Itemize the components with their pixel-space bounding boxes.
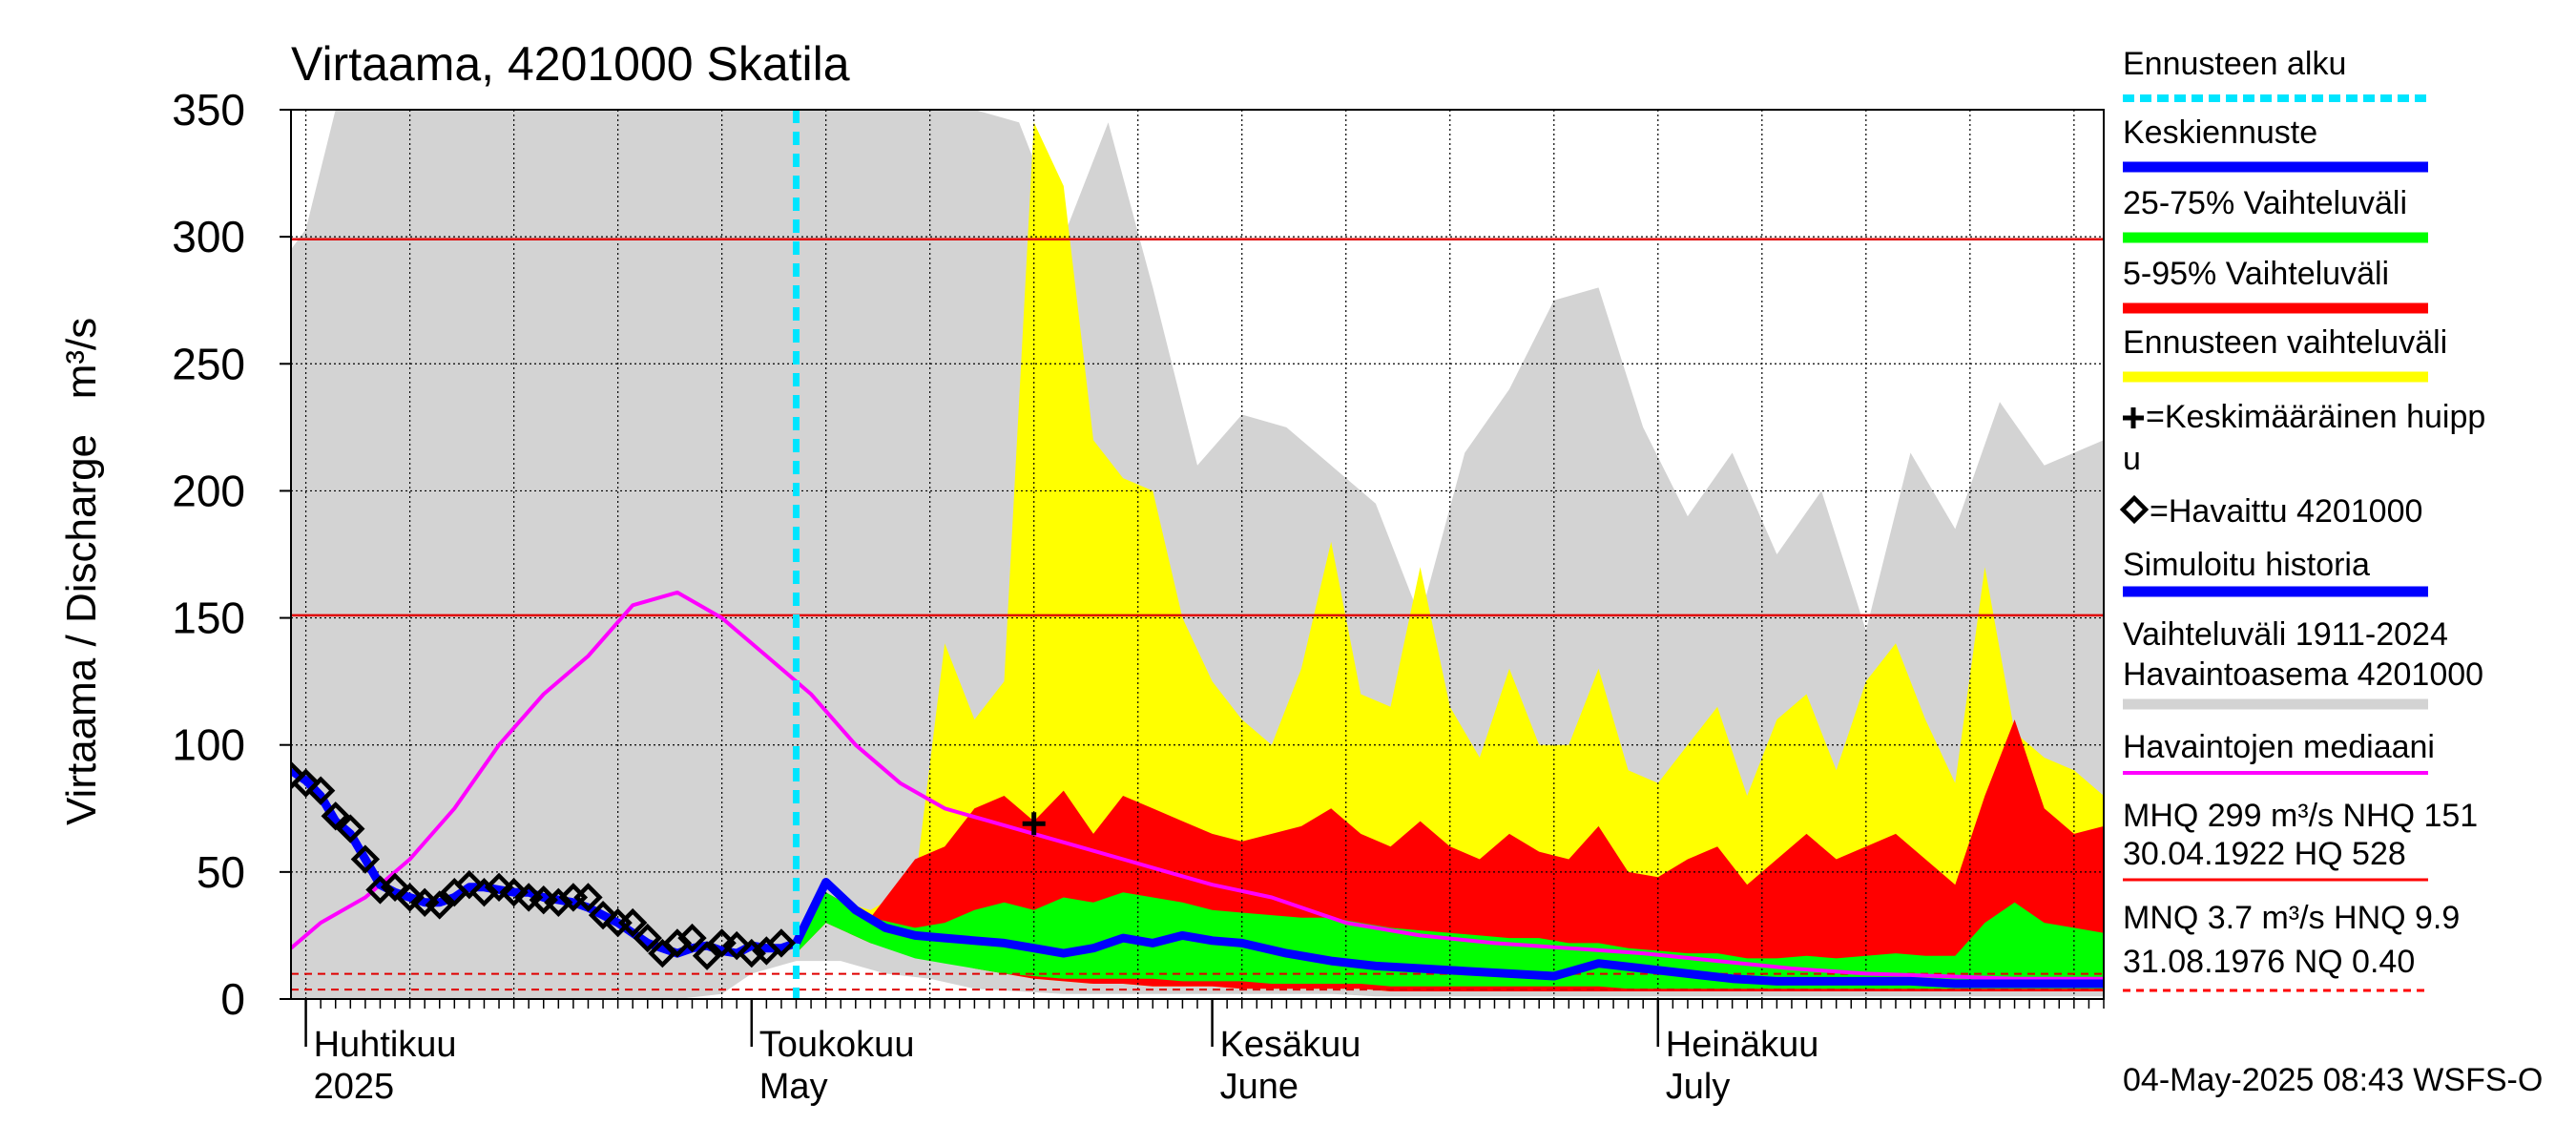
y-tick-label: 50 xyxy=(197,847,245,897)
legend-stats: MHQ 299 m³/s NHQ 151 xyxy=(2123,798,2478,834)
legend-stats: MNQ 3.7 m³/s HNQ 9.9 xyxy=(2123,900,2460,936)
legend-label: =Keskimääräinen huipp xyxy=(2146,399,2485,435)
observed-point xyxy=(321,802,350,831)
observed-point xyxy=(395,883,425,912)
observed-point xyxy=(484,872,514,903)
observed-point xyxy=(766,928,797,958)
y-tick-label: 250 xyxy=(172,339,245,388)
legend-label: 5-95% Vaihteluväli xyxy=(2123,256,2389,292)
observed-point xyxy=(677,923,707,953)
month-label-fi: Heinäkuu xyxy=(1666,1025,1819,1065)
chart-title: Virtaama, 4201000 Skatila xyxy=(291,37,850,91)
month-label-fi: Huhtikuu xyxy=(314,1025,457,1065)
legend-label: Keskiennuste xyxy=(2123,114,2317,151)
month-label-en: May xyxy=(759,1067,828,1107)
footer-timestamp: 04-May-2025 08:43 WSFS-O xyxy=(2123,1062,2543,1098)
band-ennusteen-vaihteluv-li xyxy=(796,122,2104,992)
observed-point xyxy=(633,923,662,953)
observed-point xyxy=(588,900,618,930)
observed-point xyxy=(291,760,306,790)
observed-point xyxy=(336,814,365,843)
legend-label: Ennusteen vaihteluväli xyxy=(2123,324,2447,361)
y-tick-label: 200 xyxy=(172,466,245,515)
y-tick-label: 100 xyxy=(172,720,245,770)
legend-stats: 31.08.1976 NQ 0.40 xyxy=(2123,944,2415,980)
legend-label: Havaintoasema 4201000 xyxy=(2123,656,2483,693)
legend: Ennusteen alku Keskiennuste 25-75% Vaihtel… xyxy=(2119,46,2485,992)
legend-observed-icon xyxy=(2119,494,2150,525)
legend-label: Ennusteen alku xyxy=(2123,46,2346,82)
plot-content xyxy=(291,110,2104,999)
y-tick-label: 300 xyxy=(172,212,245,261)
legend-label: 25-75% Vaihteluväli xyxy=(2123,185,2407,221)
month-label-en: 2025 xyxy=(314,1067,395,1107)
observed-point xyxy=(454,869,485,900)
legend-peak-icon xyxy=(2123,407,2144,428)
mean-peak-marker xyxy=(1022,812,1046,836)
observed-point xyxy=(305,776,336,805)
observed-point xyxy=(425,890,454,920)
legend-stats: 30.04.1922 HQ 528 xyxy=(2123,836,2406,872)
month-label-en: June xyxy=(1220,1067,1298,1107)
legend-label: Vaihteluväli 1911-2024 xyxy=(2123,616,2448,653)
line-havaintojen-mediaani xyxy=(291,590,2104,981)
month-label-en: July xyxy=(1666,1067,1731,1107)
legend-label: Havaintojen mediaani xyxy=(2123,729,2435,765)
y-tick-label: 350 xyxy=(172,85,245,135)
y-axis-label: Virtaama / Discharge m³/s xyxy=(58,318,105,825)
y-tick-label: 0 xyxy=(220,974,245,1024)
observed-point xyxy=(350,844,381,874)
legend-label: =Havaittu 4201000 xyxy=(2150,493,2422,530)
observed-point xyxy=(618,907,648,938)
observed-point xyxy=(380,872,410,903)
observed-point xyxy=(573,883,603,912)
observed-point xyxy=(722,930,752,961)
legend-label: Simuloitu historia xyxy=(2123,547,2370,583)
band-vaihteluv-li-1911-2024-havaintoasema-4201000 xyxy=(291,110,2104,999)
legend-label: u xyxy=(2123,441,2141,477)
observed-point xyxy=(499,877,529,907)
y-tick-label: 150 xyxy=(172,593,245,643)
observed-point xyxy=(291,768,321,798)
month-label-fi: Kesäkuu xyxy=(1220,1025,1361,1065)
line-keskiennuste xyxy=(792,878,2104,989)
observed-point xyxy=(692,941,722,970)
month-label-fi: Toukokuu xyxy=(759,1025,915,1065)
